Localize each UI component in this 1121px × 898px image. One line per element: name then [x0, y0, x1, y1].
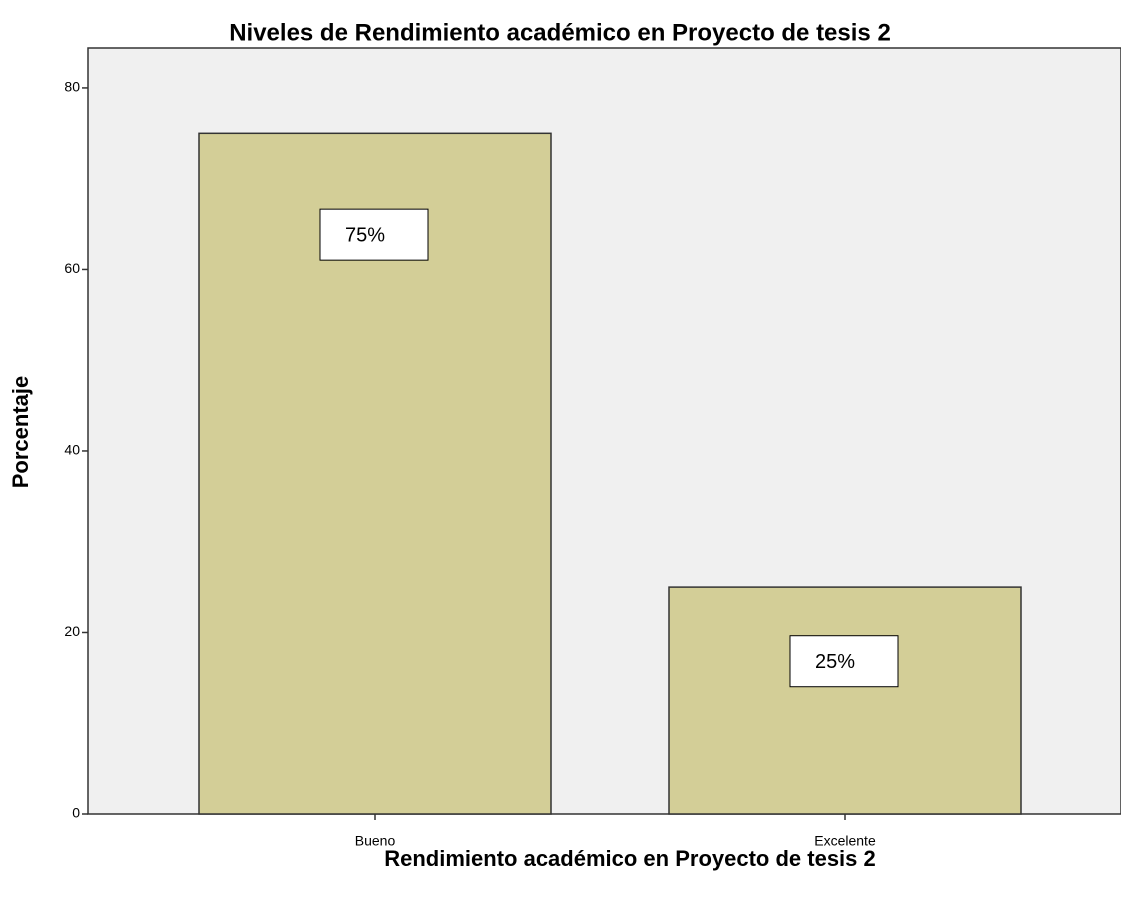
y-tick-label: 20: [64, 623, 80, 639]
chart-title: Niveles de Rendimiento académico en Proy…: [229, 19, 891, 46]
y-tick-label: 80: [64, 79, 80, 95]
y-tick-label: 60: [64, 260, 80, 276]
data-label-box: [789, 635, 899, 688]
bar: [668, 586, 1022, 815]
y-tick-label: 0: [72, 805, 80, 821]
data-label: 75%: [345, 224, 385, 246]
x-axis-title: Rendimiento académico en Proyecto de tes…: [384, 846, 876, 871]
y-axis-title: Porcentaje: [8, 376, 33, 489]
data-label-box: [319, 208, 429, 261]
x-tick-label: Excelente: [814, 833, 876, 849]
data-label: 25%: [815, 651, 855, 673]
x-tick-label: Bueno: [355, 833, 396, 849]
y-tick-label: 40: [64, 442, 80, 458]
